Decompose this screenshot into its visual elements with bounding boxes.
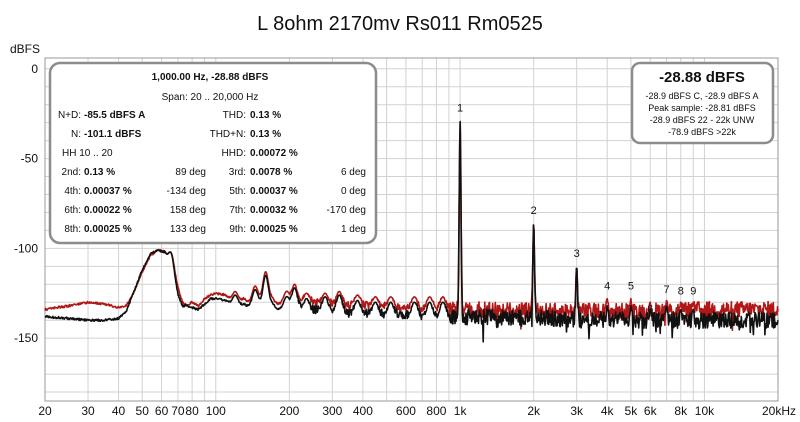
level-box: -28.88 dBFS -28.9 dBFS C, -28.9 dBFS A P…: [630, 61, 775, 145]
x-tick-label: 80: [185, 404, 199, 418]
h2-value: 0.13 %: [84, 167, 115, 178]
distortion-panel: 1,000.00 Hz, -28.88 dBFS Span: 20 .. 20,…: [48, 61, 378, 245]
h9-label: 9th:: [229, 224, 246, 235]
spectrum-traces: [44, 120, 779, 343]
h4-phase: -134 deg: [167, 186, 206, 197]
x-tick-label: 6k: [644, 404, 658, 418]
x-tick-label: 400: [353, 404, 373, 418]
x-tick-label: 50: [136, 404, 150, 418]
h3-value: 0.0078 %: [250, 167, 292, 178]
harmonic-labels: 1 2 3 4 5 67 8 9: [457, 102, 696, 315]
harmonic-label: 7: [664, 284, 670, 296]
distortion-panel-frame: [48, 61, 378, 245]
chart-title: L 8ohm 2170mv Rs011 Rm0525: [257, 13, 543, 35]
h7-phase: -170 deg: [327, 205, 366, 216]
x-tick-label: 30: [81, 404, 95, 418]
h5-phase: 0 deg: [341, 186, 366, 197]
level-main: -28.88 dBFS: [659, 69, 745, 86]
x-tick-labels: 20 30 40 50 60 70 80 100 200 300 400 600 800 1k 2k 3k 4k…: [38, 404, 796, 418]
h7-label: 7th:: [229, 205, 246, 216]
harmonic-label: 1: [457, 102, 463, 114]
x-tick-label: 20: [38, 404, 52, 418]
x-tick-label: 200: [279, 404, 299, 418]
h2-label: 2nd:: [62, 167, 81, 178]
harmonic-label: 8: [678, 286, 684, 298]
x-tick-label: 5k: [625, 404, 639, 418]
harmonic-label: 4: [604, 280, 610, 292]
nd-label: N+D:: [58, 110, 81, 121]
y-tick-label: -150: [14, 331, 38, 345]
harmonic-label: 3: [574, 248, 580, 260]
level-above-22k: -78.9 dBFS >22k: [668, 127, 736, 137]
thd-value: 0.13 %: [250, 110, 281, 121]
thd-label: THD:: [223, 110, 246, 121]
trace-black: [44, 120, 779, 343]
panel-header-frequency: 1,000.00 Hz, -28.88 dBFS: [152, 72, 269, 83]
x-tick-label: 100: [206, 404, 226, 418]
hh-range-label: HH 10 .. 20: [62, 148, 113, 159]
x-tick-label: 8k: [674, 404, 688, 418]
h4-value: 0.00037 %: [84, 186, 132, 197]
hhd-value: 0.00072 %: [250, 148, 298, 159]
x-tick-label: 4k: [601, 404, 615, 418]
x-tick-label: 300: [322, 404, 342, 418]
h6-value: 0.00022 %: [84, 205, 132, 216]
h8-value: 0.00025 %: [84, 224, 132, 235]
harmonic-label: 2: [531, 205, 537, 217]
x-tick-label: 800: [426, 404, 446, 418]
h3-phase: 6 deg: [341, 167, 366, 178]
level-unweighted: -28.9 dBFS 22 - 22k UNW: [650, 115, 755, 125]
y-tick-label: -100: [14, 241, 38, 255]
h7-value: 0.00032 %: [250, 205, 298, 216]
y-tick-label: -50: [21, 152, 39, 166]
harmonic-label: 6: [647, 304, 653, 316]
y-tick-label: 0: [31, 62, 38, 76]
level-box-frame: [630, 61, 775, 145]
h2-phase: 89 deg: [175, 167, 206, 178]
h5-label: 5th:: [229, 186, 246, 197]
thdn-value: 0.13 %: [250, 129, 281, 140]
plot-frame: [44, 57, 779, 402]
h9-value: 0.00025 %: [250, 224, 298, 235]
n-label: N:: [71, 129, 81, 140]
level-peak-sample: Peak sample: -28.81 dBFS: [648, 103, 756, 113]
h3-label: 3rd:: [229, 167, 246, 178]
panel-header-span: Span: 20 .. 20,000 Hz: [162, 92, 259, 103]
x-tick-label: 60: [155, 404, 169, 418]
h9-phase: 1 deg: [341, 224, 366, 235]
level-weighted: -28.9 dBFS C, -28.9 dBFS A: [645, 91, 758, 101]
harmonic-label: 5: [628, 280, 634, 292]
x-tick-label: 70: [171, 404, 185, 418]
x-tick-label: 600: [396, 404, 416, 418]
h8-phase: 133 deg: [170, 224, 206, 235]
x-tick-label: 1k: [454, 404, 468, 418]
x-tick-label: 2k: [527, 404, 541, 418]
y-axis-label: dBFS: [10, 42, 40, 56]
h5-value: 0.00037 %: [250, 186, 298, 197]
y-tick-labels: 0 -50 -100 -150: [14, 62, 38, 345]
thdn-label: THD+N:: [210, 129, 246, 140]
nd-value: -85.5 dBFS A: [84, 110, 145, 121]
harmonic-label: 9: [690, 286, 696, 298]
x-tick-label: 40: [112, 404, 126, 418]
x-tick-label: 3k: [570, 404, 584, 418]
h6-label: 6th:: [64, 205, 81, 216]
h6-phase: 158 deg: [170, 205, 206, 216]
x-tick-label: 10k: [695, 404, 715, 418]
hhd-label: HHD:: [222, 148, 246, 159]
h4-label: 4th:: [64, 186, 81, 197]
n-value: -101.1 dBFS: [84, 129, 142, 140]
h8-label: 8th:: [64, 224, 81, 235]
x-tick-label: 20kHz: [762, 404, 796, 418]
